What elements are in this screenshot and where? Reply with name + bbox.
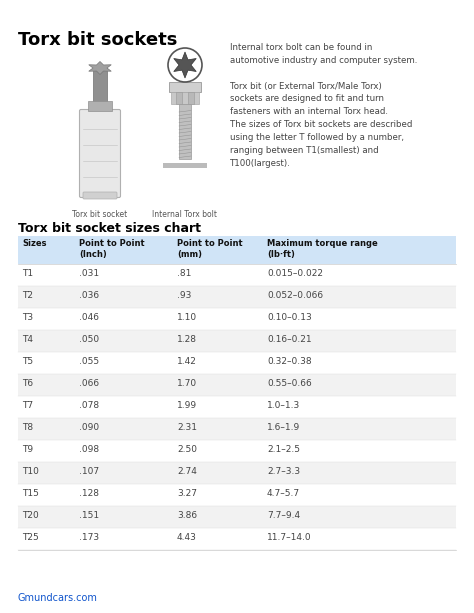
Text: .81: .81	[177, 269, 191, 278]
Bar	[18, 506, 456, 528]
Text: T5: T5	[22, 357, 33, 366]
Text: T6: T6	[22, 379, 33, 388]
Text: 1.70: 1.70	[177, 379, 197, 388]
Text: 2.31: 2.31	[177, 423, 197, 432]
Bar	[18, 330, 456, 352]
Bar	[18, 462, 456, 484]
Text: 1.28: 1.28	[177, 335, 197, 344]
Text: .151: .151	[79, 511, 99, 520]
Text: .036: .036	[79, 291, 99, 300]
Text: 2.1–2.5: 2.1–2.5	[267, 445, 300, 454]
Text: T20: T20	[22, 511, 39, 520]
Bar	[18, 396, 456, 418]
Text: T3: T3	[22, 313, 33, 322]
FancyBboxPatch shape	[179, 104, 191, 159]
Text: .098: .098	[79, 445, 99, 454]
Text: 7.7–9.4: 7.7–9.4	[267, 511, 300, 520]
FancyBboxPatch shape	[83, 192, 117, 199]
FancyBboxPatch shape	[88, 101, 112, 111]
Text: .031: .031	[79, 269, 99, 278]
Text: 1.10: 1.10	[177, 313, 197, 322]
Bar	[18, 440, 456, 462]
Bar	[18, 352, 456, 374]
Text: T9: T9	[22, 445, 33, 454]
Text: Gmundcars.com: Gmundcars.com	[18, 593, 98, 603]
Bar	[18, 374, 456, 396]
Text: .090: .090	[79, 423, 99, 432]
Polygon shape	[174, 52, 196, 78]
Text: 0.015–0.022: 0.015–0.022	[267, 269, 323, 278]
Bar	[18, 528, 456, 550]
Bar	[18, 418, 456, 440]
Bar	[18, 286, 456, 308]
Bar	[18, 484, 456, 506]
Text: T8: T8	[22, 423, 33, 432]
Text: 0.32–0.38: 0.32–0.38	[267, 357, 311, 366]
Text: .078: .078	[79, 401, 99, 410]
FancyBboxPatch shape	[171, 92, 199, 104]
Text: T10: T10	[22, 467, 39, 476]
Polygon shape	[89, 61, 111, 75]
Text: T1: T1	[22, 269, 33, 278]
Text: 2.74: 2.74	[177, 467, 197, 476]
Text: .046: .046	[79, 313, 99, 322]
Text: 1.0–1.3: 1.0–1.3	[267, 401, 300, 410]
FancyBboxPatch shape	[163, 163, 207, 168]
Text: 3.27: 3.27	[177, 489, 197, 498]
Text: Point to Point
(Inch): Point to Point (Inch)	[79, 239, 145, 259]
Text: T2: T2	[22, 291, 33, 300]
Text: 4.43: 4.43	[177, 533, 197, 542]
Text: 0.16–0.21: 0.16–0.21	[267, 335, 311, 344]
Text: .173: .173	[79, 533, 99, 542]
Text: Sizes: Sizes	[22, 239, 46, 248]
Text: 1.42: 1.42	[177, 357, 197, 366]
Text: .050: .050	[79, 335, 99, 344]
FancyBboxPatch shape	[188, 92, 194, 104]
Text: T7: T7	[22, 401, 33, 410]
Text: Torx bit socket sizes chart: Torx bit socket sizes chart	[18, 222, 201, 235]
Text: T15: T15	[22, 489, 39, 498]
Text: Internal torx bolt can be found in
automotive industry and computer system.

Tor: Internal torx bolt can be found in autom…	[230, 43, 418, 167]
Text: 0.55–0.66: 0.55–0.66	[267, 379, 312, 388]
Text: 2.50: 2.50	[177, 445, 197, 454]
Text: Torx bit socket: Torx bit socket	[73, 210, 128, 219]
Text: .128: .128	[79, 489, 99, 498]
Text: Point to Point
(mm): Point to Point (mm)	[177, 239, 243, 259]
Text: .107: .107	[79, 467, 99, 476]
FancyBboxPatch shape	[93, 68, 107, 103]
FancyBboxPatch shape	[176, 92, 182, 104]
Text: 1.6–1.9: 1.6–1.9	[267, 423, 300, 432]
FancyBboxPatch shape	[169, 82, 201, 92]
FancyBboxPatch shape	[80, 110, 120, 197]
Text: .055: .055	[79, 357, 99, 366]
Text: Torx bit sockets: Torx bit sockets	[18, 31, 177, 49]
Bar	[18, 264, 456, 286]
Text: 3.86: 3.86	[177, 511, 197, 520]
Text: Internal Torx bolt: Internal Torx bolt	[153, 210, 218, 219]
Text: 1.99: 1.99	[177, 401, 197, 410]
Text: 11.7–14.0: 11.7–14.0	[267, 533, 311, 542]
Text: .066: .066	[79, 379, 99, 388]
Text: T4: T4	[22, 335, 33, 344]
Text: T25: T25	[22, 533, 39, 542]
Text: 4.7–5.7: 4.7–5.7	[267, 489, 300, 498]
Circle shape	[168, 48, 202, 82]
Text: 2.7–3.3: 2.7–3.3	[267, 467, 300, 476]
Bar	[18, 236, 456, 264]
Text: 0.052–0.066: 0.052–0.066	[267, 291, 323, 300]
Text: 0.10–0.13: 0.10–0.13	[267, 313, 312, 322]
Bar	[18, 308, 456, 330]
Text: Maximum torque range
(lb·ft): Maximum torque range (lb·ft)	[267, 239, 378, 259]
Text: .93: .93	[177, 291, 191, 300]
